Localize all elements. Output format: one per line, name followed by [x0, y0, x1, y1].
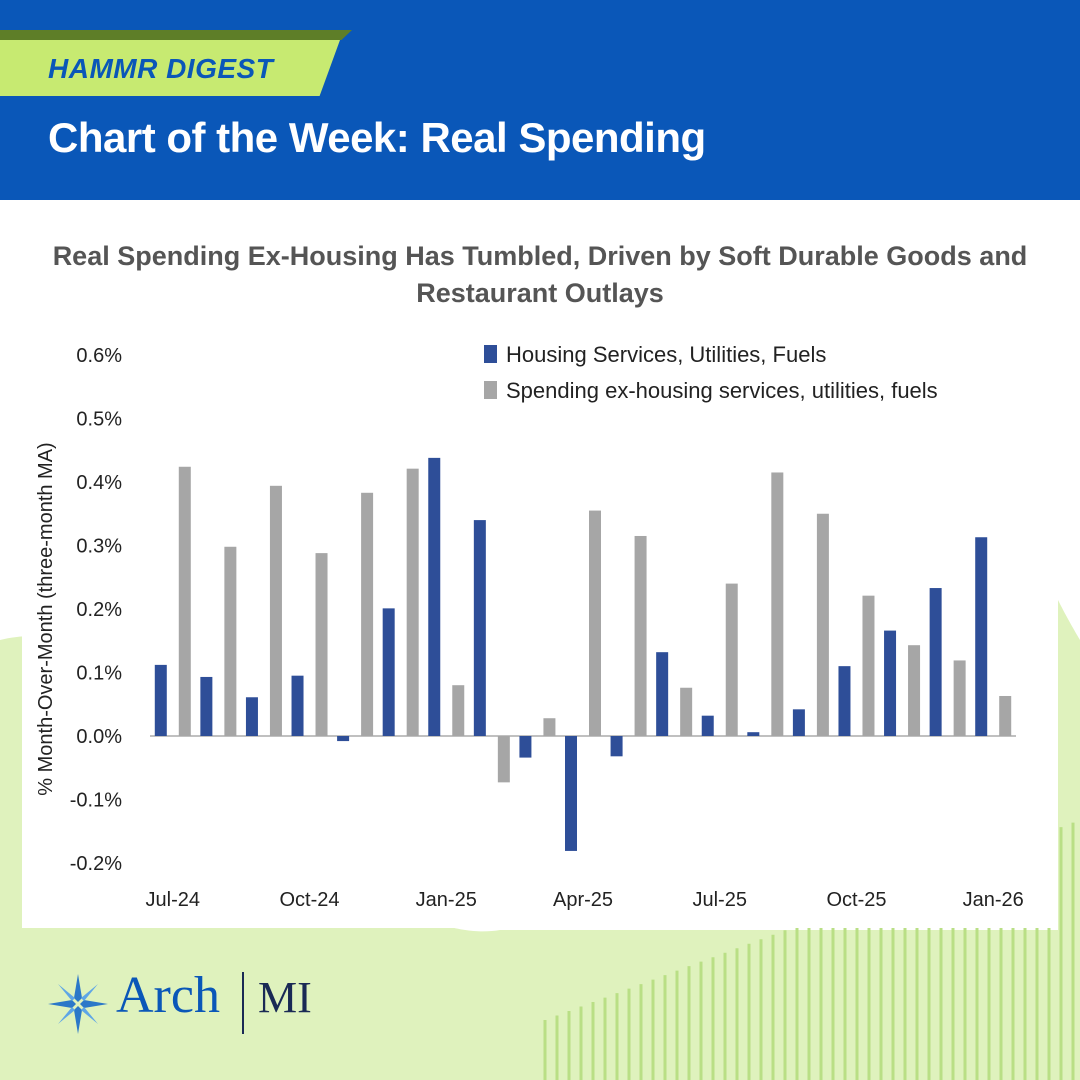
- bar-ex-housing: [680, 687, 693, 736]
- y-tick-label: 0.4%: [76, 472, 122, 494]
- bar-ex-housing: [269, 485, 282, 736]
- bar-housing: [519, 736, 532, 758]
- y-tick-label: 0.3%: [76, 536, 122, 558]
- bar-housing: [792, 709, 805, 736]
- bar-housing: [200, 676, 213, 736]
- x-tick-label: Oct-24: [280, 889, 340, 911]
- x-tick-label: Jul-24: [146, 889, 200, 911]
- tag-ribbon: [0, 40, 340, 96]
- y-tick-label: 0.5%: [76, 409, 122, 431]
- bar-housing: [929, 588, 942, 736]
- logo-divider: [242, 972, 244, 1034]
- x-tick-label: Jan-26: [963, 889, 1024, 911]
- arch-mi-logo: Arch MI: [46, 966, 346, 1040]
- x-tick-label: Oct-25: [826, 889, 886, 911]
- green-hill-right: [560, 600, 1080, 1080]
- bar-housing: [154, 664, 167, 736]
- bar-ex-housing: [589, 510, 601, 736]
- bar-housing: [291, 675, 304, 736]
- x-tick-label: Apr-25: [553, 889, 613, 911]
- legend-swatch: [484, 381, 497, 399]
- bar-ex-housing: [178, 466, 191, 736]
- y-tick-label: 0.1%: [76, 663, 122, 685]
- bar-housing: [337, 736, 350, 742]
- bar-housing: [610, 736, 623, 757]
- bar-housing: [838, 666, 851, 736]
- bar-housing: [382, 608, 395, 736]
- bar-ex-housing: [315, 553, 328, 736]
- page-title: Chart of the Week: Real Spending: [48, 114, 706, 161]
- bar-ex-housing: [452, 685, 465, 736]
- legend-label: Spending ex-housing services, utilities,…: [506, 378, 938, 403]
- y-tick-label: -0.1%: [70, 790, 122, 812]
- bar-housing: [975, 537, 988, 736]
- y-tick-label: -0.2%: [70, 853, 122, 875]
- y-tick-label: 0.0%: [76, 726, 122, 748]
- bar-ex-housing: [497, 736, 510, 783]
- bar-ex-housing: [953, 660, 966, 736]
- tag-accent-strip: [0, 30, 352, 40]
- legend-label: Housing Services, Utilities, Fuels: [506, 342, 826, 367]
- bar-ex-housing: [862, 595, 875, 736]
- bar-housing: [656, 652, 669, 736]
- bar-ex-housing: [908, 645, 921, 736]
- bar-housing: [473, 520, 486, 736]
- bar-housing: [245, 697, 258, 736]
- logo-mi-text: MI: [258, 973, 312, 1022]
- bar-ex-housing: [543, 718, 556, 736]
- bar-ex-housing: [725, 583, 738, 736]
- bar-housing: [565, 736, 577, 851]
- bar-ex-housing: [224, 546, 237, 736]
- bar-ex-housing: [406, 468, 419, 736]
- bar-ex-housing: [361, 492, 374, 736]
- x-tick-label: Jul-25: [692, 889, 746, 911]
- bar-housing: [701, 715, 714, 736]
- chart-title: Real Spending Ex-Housing Has Tumbled, Dr…: [52, 241, 1028, 308]
- logo-arch-text: Arch: [116, 967, 220, 1024]
- bar-ex-housing: [771, 472, 784, 736]
- bar-ex-housing: [634, 535, 647, 736]
- chart-panel: [22, 218, 1058, 928]
- arch-star-icon: [48, 974, 108, 1034]
- bar-housing: [884, 630, 897, 736]
- y-tick-label: 0.6%: [76, 345, 122, 367]
- x-tick-label: Jan-25: [416, 889, 477, 911]
- bar-ex-housing: [816, 513, 829, 736]
- legend-swatch: [484, 345, 497, 363]
- y-tick-label: 0.2%: [76, 599, 122, 621]
- y-axis-title: % Month-Over-Month (three-month MA): [35, 442, 57, 795]
- bar-housing: [747, 732, 760, 736]
- bar-ex-housing: [999, 695, 1012, 736]
- bar-housing: [428, 457, 441, 736]
- digest-tag: HAMMR DIGEST: [48, 53, 274, 84]
- bar-chart: 0.6% 0.5% 0.4% 0.3% 0.2% 0.1% 0.0% -0.1% -0.2% Ju…: [35, 342, 1024, 911]
